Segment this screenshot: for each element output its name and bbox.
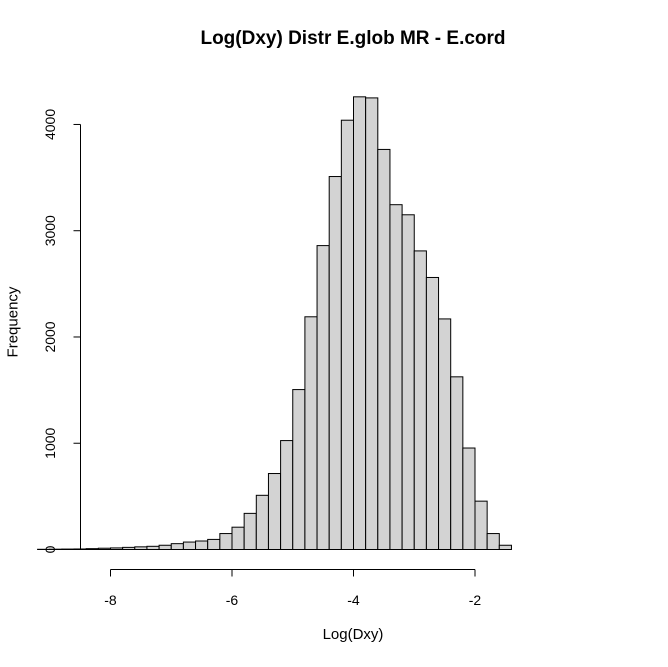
histogram-bar xyxy=(340,119,355,551)
y-tick-label: 1000 xyxy=(42,427,58,458)
histogram-bar xyxy=(110,547,124,550)
histogram-bar xyxy=(474,500,488,550)
histogram-bar xyxy=(425,276,440,550)
y-axis: 0 1000 2000 3000 4000 xyxy=(42,109,81,553)
y-tick-label: 0 xyxy=(42,545,58,553)
histogram-bar xyxy=(134,546,148,551)
histogram-bar xyxy=(401,214,415,550)
histogram-bar xyxy=(207,538,221,550)
y-axis-label: Frequency xyxy=(4,286,22,358)
histogram-bar xyxy=(304,316,318,551)
histogram-bar xyxy=(450,376,464,550)
x-tick-label: -4 xyxy=(347,592,360,608)
y-tick-label: 3000 xyxy=(42,215,58,246)
histogram-bar xyxy=(377,148,391,550)
histogram-bar xyxy=(389,204,403,550)
histogram-bar xyxy=(231,526,245,551)
histogram-bar xyxy=(170,543,184,550)
histogram-bar xyxy=(328,176,342,550)
x-axis-label: Log(Dxy) xyxy=(322,626,384,643)
histogram-bar xyxy=(292,389,306,550)
histogram-bar xyxy=(255,494,269,550)
x-tick-label: -6 xyxy=(226,592,239,608)
x-tick-label: -2 xyxy=(469,592,482,608)
histogram-bar xyxy=(280,440,294,550)
histogram-bar xyxy=(219,533,233,550)
histogram-bar xyxy=(182,541,197,550)
histogram-bar xyxy=(353,96,367,551)
histogram-bar xyxy=(195,540,209,550)
histogram-bar xyxy=(486,533,500,550)
histogram-bars xyxy=(37,96,512,551)
histogram-bar xyxy=(267,473,282,550)
histogram-bar xyxy=(316,245,330,550)
x-tick-label: -8 xyxy=(104,592,117,608)
histogram-bar xyxy=(85,548,99,551)
histogram-bar xyxy=(365,97,379,551)
histogram-bar xyxy=(146,545,160,550)
histogram-bar xyxy=(122,546,136,550)
x-axis: -8 -6 -4 -2 xyxy=(104,569,482,608)
histogram-bar xyxy=(498,544,512,550)
y-tick-label: 4000 xyxy=(42,109,58,140)
chart-title: Log(Dxy) Distr E.glob MR - E.cord xyxy=(200,28,506,49)
histogram-bar xyxy=(438,318,452,551)
histogram-bar xyxy=(462,447,476,550)
histogram-bar xyxy=(158,544,172,550)
histogram-bar xyxy=(97,547,111,550)
y-tick-label: 2000 xyxy=(42,321,58,352)
histogram-bar xyxy=(413,250,427,550)
histogram-bar xyxy=(243,512,257,550)
